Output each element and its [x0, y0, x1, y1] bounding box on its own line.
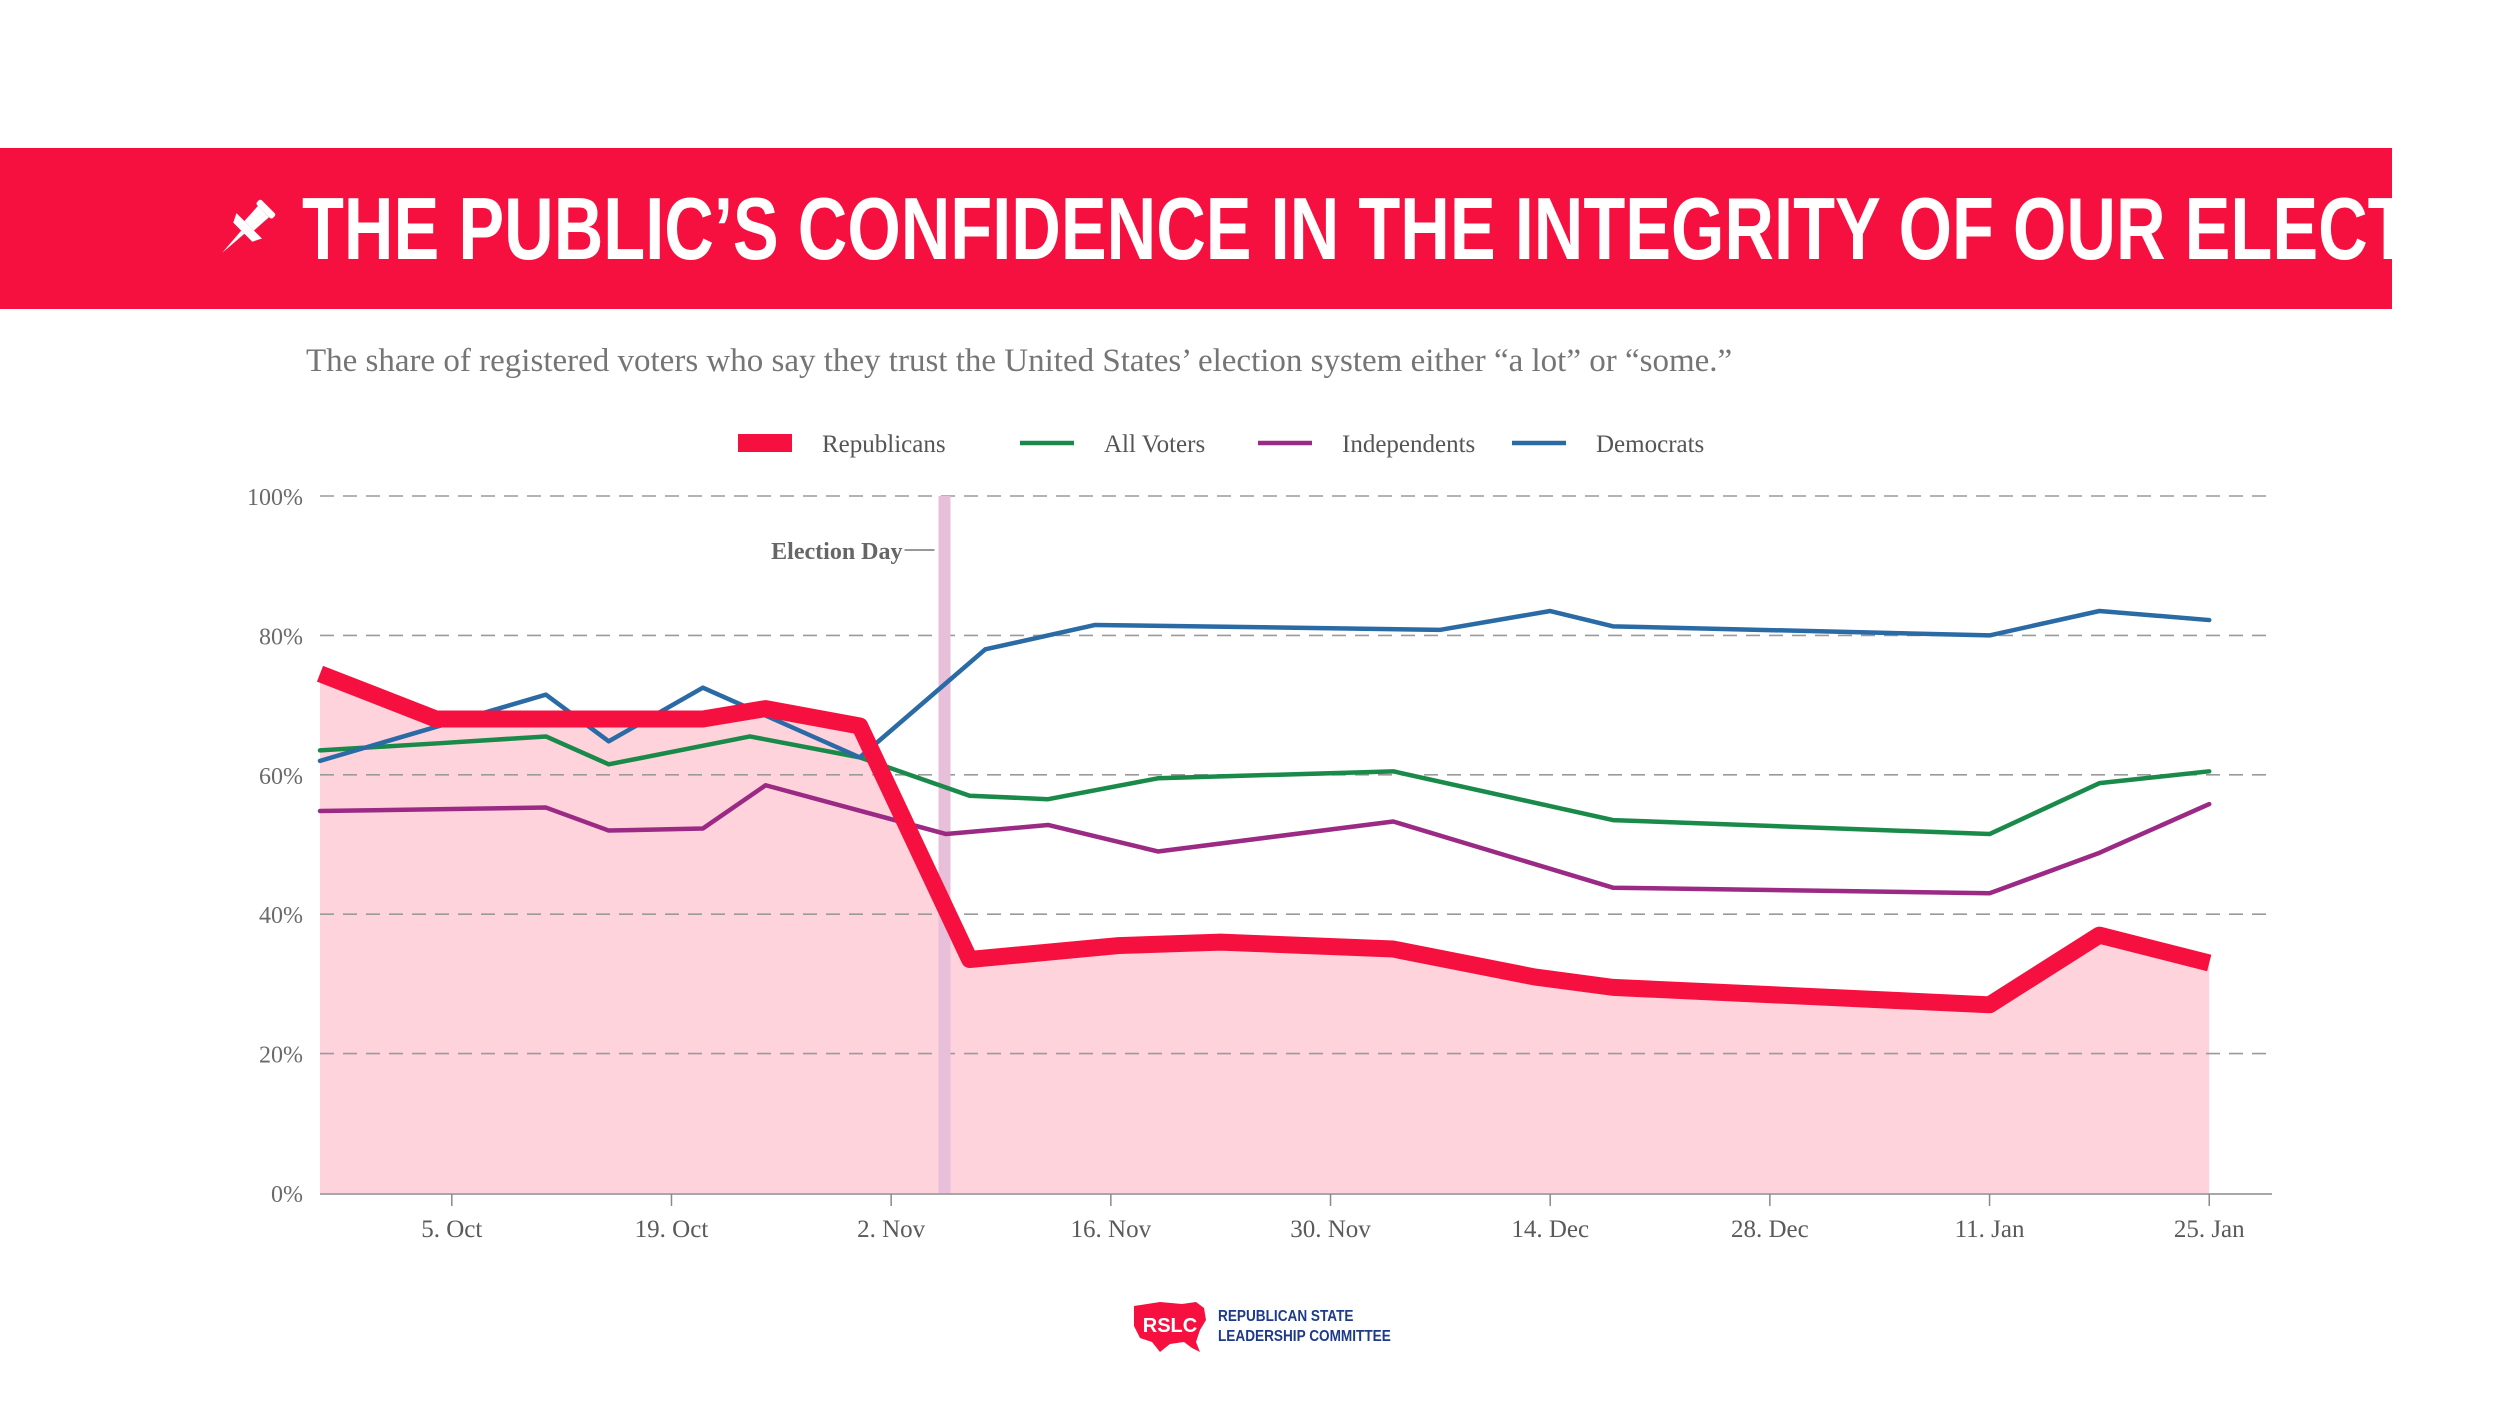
y-tick-label: 0% — [271, 1182, 303, 1208]
y-tick-label: 20% — [259, 1043, 303, 1069]
logo-line-1: REPUBLICAN STATE — [1218, 1308, 1354, 1325]
x-tick-label: 19. Oct — [635, 1216, 709, 1243]
x-tick-label: 2. Nov — [857, 1216, 926, 1243]
x-tick-label: 25. Jan — [2174, 1216, 2245, 1243]
series-line-independents — [317, 783, 2212, 896]
y-tick-label: 60% — [259, 764, 303, 790]
rslc-logo: RSLC REPUBLICAN STATE LEADERSHIP COMMITT… — [1130, 1298, 1421, 1356]
legend-swatch-republicans — [738, 434, 792, 452]
y-tick-label: 40% — [259, 903, 303, 929]
legend-label-all-voters: All Voters — [1104, 431, 1205, 458]
title-banner: THE PUBLIC’S CONFIDENCE IN THE INTEGRITY… — [0, 148, 2500, 309]
x-tick-label: 11. Jan — [1955, 1216, 2025, 1243]
x-tick-label: 30. Nov — [1290, 1216, 1371, 1243]
title-banner-content: THE PUBLIC’S CONFIDENCE IN THE INTEGRITY… — [210, 148, 2500, 309]
x-tick-label: 14. Dec — [1511, 1216, 1589, 1243]
chart-subtitle: The share of registered voters who say t… — [306, 343, 1733, 379]
legend-label-republicans: Republicans — [822, 431, 946, 458]
election-day-label: Election Day — [771, 539, 902, 565]
republicans-area — [320, 673, 2210, 1193]
series-line-all-voters — [317, 734, 2212, 837]
legend-label-independents: Independents — [1342, 431, 1475, 458]
logo-abbr: RSLC — [1143, 1315, 1197, 1337]
logo-line-2: LEADERSHIP COMMITTEE — [1218, 1328, 1391, 1345]
legend-label-democrats: Democrats — [1596, 431, 1704, 458]
pushpin-icon — [222, 199, 276, 253]
x-tick-label: 28. Dec — [1731, 1216, 1809, 1243]
x-tick-label: 5. Oct — [421, 1216, 482, 1243]
series-line-republicans — [316, 665, 2212, 1014]
series-line-democrats — [317, 608, 2212, 764]
election-day-band — [938, 496, 951, 1193]
logo-text: REPUBLICAN STATE LEADERSHIP COMMITTEE — [1218, 1307, 1391, 1347]
y-tick-label: 80% — [259, 624, 303, 650]
y-tick-label: 100% — [247, 485, 303, 511]
page-title: THE PUBLIC’S CONFIDENCE IN THE INTEGRITY… — [302, 178, 2500, 278]
x-tick-label: 16. Nov — [1071, 1216, 1152, 1243]
rslc-us-map-icon: RSLC — [1134, 1302, 1206, 1352]
